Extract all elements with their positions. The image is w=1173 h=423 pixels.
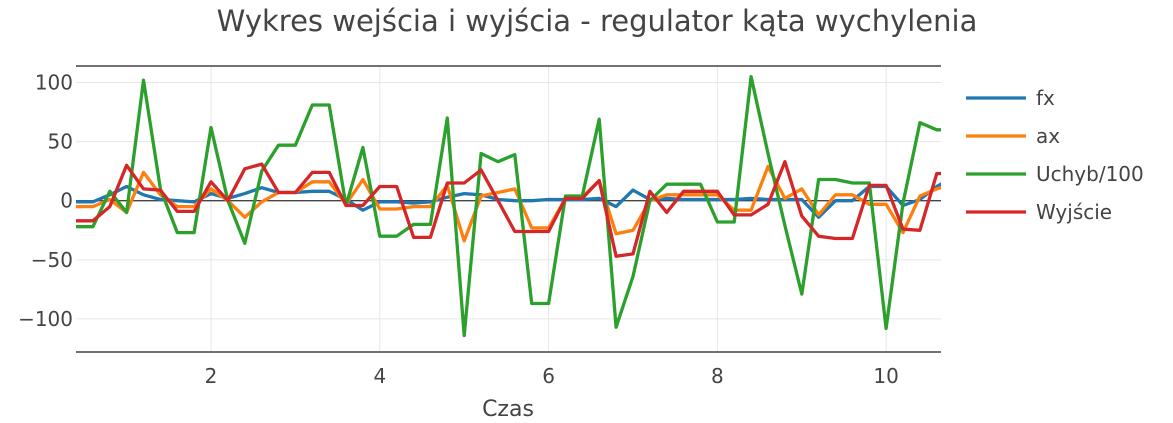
legend-label: Uchyb/100 xyxy=(1036,162,1144,186)
y-tick-label: 50 xyxy=(48,130,73,154)
y-tick-label: 100 xyxy=(35,71,73,95)
legend-label: fx xyxy=(1036,86,1055,110)
chart-title: Wykres wejścia i wyjścia - regulator kąt… xyxy=(217,4,978,38)
series-line-ax xyxy=(76,164,941,243)
x-tick-label: 4 xyxy=(373,364,386,388)
grid xyxy=(76,65,941,353)
series-line-fx xyxy=(76,182,941,219)
x-tick-label: 6 xyxy=(542,364,555,388)
legend-label: ax xyxy=(1036,124,1060,148)
y-tick-label: −50 xyxy=(31,248,73,272)
x-tick-label: 2 xyxy=(205,364,218,388)
legend-item[interactable]: ax xyxy=(966,124,1060,148)
legend-label: Wyjście xyxy=(1036,200,1112,224)
legend-item[interactable]: Uchyb/100 xyxy=(966,162,1144,186)
x-tick-label: 8 xyxy=(711,364,724,388)
legend[interactable]: fx ax Uchyb/100 Wyjście xyxy=(966,86,1144,224)
series-line-wyj-cie xyxy=(76,160,941,258)
x-tick-label: 10 xyxy=(873,364,898,388)
x-axis-title: Czas xyxy=(482,397,534,422)
legend-item[interactable]: fx xyxy=(966,86,1055,110)
y-tick-label: −100 xyxy=(18,307,73,331)
tick-labels: 2 4 6 8 10 100 50 0 −50 −100 xyxy=(18,71,899,388)
series-line-uchyb-100 xyxy=(76,74,941,338)
series-layer xyxy=(76,74,941,338)
legend-item[interactable]: Wyjście xyxy=(966,200,1112,224)
y-tick-label: 0 xyxy=(60,189,73,213)
